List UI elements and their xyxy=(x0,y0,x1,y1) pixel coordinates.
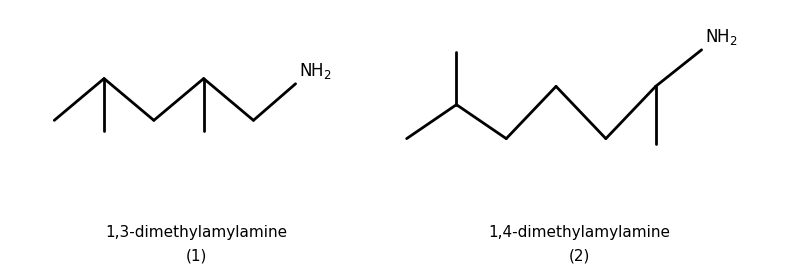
Text: 1,3-dimethylamylamine: 1,3-dimethylamylamine xyxy=(105,225,287,240)
Text: (1): (1) xyxy=(185,249,207,264)
Text: (2): (2) xyxy=(568,249,590,264)
Text: NH$_2$: NH$_2$ xyxy=(705,27,738,47)
Text: NH$_2$: NH$_2$ xyxy=(299,61,332,81)
Text: 1,4-dimethylamylamine: 1,4-dimethylamylamine xyxy=(488,225,670,240)
